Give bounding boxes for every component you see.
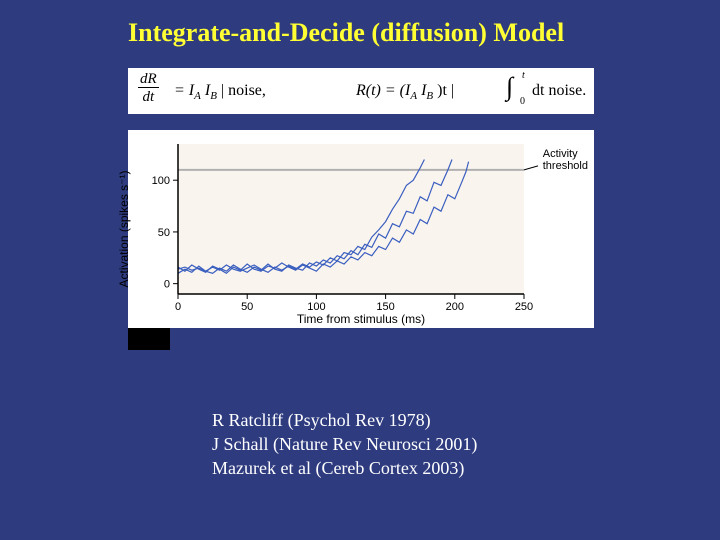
activation-chart: Activation (spikes s⁻¹) Time from stimul… — [128, 130, 594, 328]
chart-svg: 0 50 100 150 200 250 0 50 100 — [128, 130, 594, 328]
svg-text:100: 100 — [307, 301, 325, 313]
svg-text:150: 150 — [376, 301, 394, 313]
references: R Ratcliff (Psychol Rev 1978) J Schall (… — [212, 408, 477, 480]
integral-sign: ∫ — [506, 72, 513, 102]
svg-text:0: 0 — [164, 279, 170, 291]
eq-part3: dt noise. — [532, 82, 586, 100]
equation-box: dR dt = IA IB | noise, R(t) = (IA IB )t … — [128, 68, 594, 114]
int-lower: 0 — [520, 96, 525, 107]
svg-text:50: 50 — [158, 227, 170, 239]
svg-text:100: 100 — [152, 175, 170, 187]
black-tab — [128, 328, 170, 350]
svg-text:50: 50 — [241, 301, 253, 313]
svg-text:200: 200 — [446, 301, 464, 313]
frac-numerator: dR — [138, 72, 159, 88]
frac-denominator: dt — [138, 88, 159, 105]
ref-3: Mazurek et al (Cereb Cortex 2003) — [212, 456, 477, 480]
equation-fraction: dR dt — [138, 72, 159, 105]
eq-part1: = IA IB | noise, — [174, 82, 266, 102]
ref-1: R Ratcliff (Psychol Rev 1978) — [212, 408, 477, 432]
svg-text:0: 0 — [175, 301, 181, 313]
int-upper: t — [522, 70, 525, 81]
eq-part2: R(t) = (IA IB )t | — [356, 82, 454, 102]
ref-2: J Schall (Nature Rev Neurosci 2001) — [212, 432, 477, 456]
svg-text:250: 250 — [515, 301, 533, 313]
page-title: Integrate-and-Decide (diffusion) Model — [128, 18, 564, 48]
